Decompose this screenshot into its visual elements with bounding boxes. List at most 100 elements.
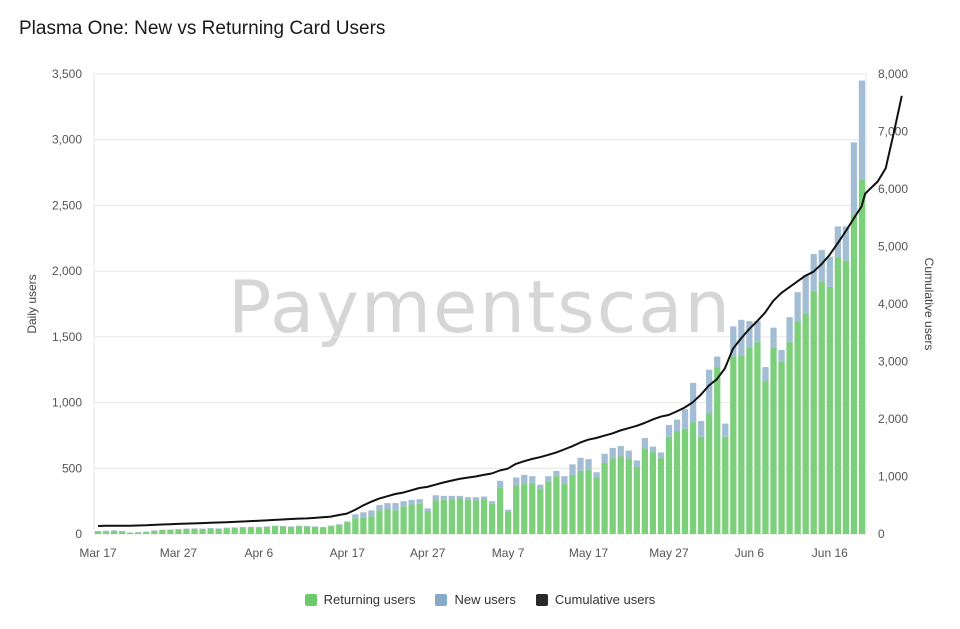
returning-bar (850, 214, 858, 534)
legend-label-cumulative: Cumulative users (554, 592, 656, 607)
new-bar (722, 423, 729, 437)
legend-label-returning: Returning users (323, 592, 416, 607)
new-bar (344, 521, 351, 523)
returning-bar (400, 506, 407, 534)
new-bar (858, 80, 866, 180)
cumulative-swatch-icon (535, 593, 548, 606)
legend-item-new[interactable]: New users (435, 592, 516, 607)
returning-bar (287, 526, 295, 534)
returning-bar (167, 529, 174, 534)
new-bar (730, 326, 737, 357)
returning-bar (810, 290, 817, 534)
new-bar (850, 142, 858, 215)
new-bar (786, 317, 793, 343)
returning-bar (609, 458, 616, 534)
returning-bar (336, 524, 343, 534)
new-bar (794, 292, 801, 322)
new-bar (472, 497, 480, 501)
y-tick-label: 2,500 (52, 198, 82, 212)
returning-bar (770, 347, 777, 534)
returning-bar (199, 529, 206, 534)
returning-bar (416, 503, 423, 534)
y2-tick-label: 4,000 (878, 297, 908, 311)
returning-bar (352, 518, 359, 534)
new-bar (448, 495, 455, 500)
legend-item-cumulative[interactable]: Cumulative users (535, 592, 656, 607)
returning-bar (722, 436, 729, 534)
cumulative-line-series (97, 95, 903, 527)
watermark: Paymentscan (228, 265, 732, 349)
gridlines (93, 73, 867, 535)
returning-bar (239, 527, 246, 534)
chart-title: Plasma One: New vs Returning Card Users (19, 18, 386, 39)
returning-bar (223, 528, 230, 534)
new-bar (826, 256, 833, 287)
x-tick-label: Apr 17 (330, 546, 366, 560)
x-tick-label: Apr 6 (245, 546, 274, 560)
new-bar (762, 367, 769, 382)
returning-bar (738, 355, 745, 534)
returning-bar (295, 526, 303, 534)
returning-bar (625, 458, 632, 534)
returning-bar (456, 498, 464, 534)
new-bar (408, 499, 415, 505)
returning-bar (754, 342, 761, 534)
new-bar (585, 459, 592, 470)
returning-bar (730, 356, 737, 534)
returning-bar (119, 531, 126, 534)
returning-bar (569, 474, 576, 534)
new-bar (336, 524, 343, 525)
returning-bar (818, 281, 825, 534)
returning-bar (826, 286, 833, 534)
returning-bar (681, 428, 689, 534)
returning-bar (505, 511, 512, 534)
returning-bar (143, 532, 150, 534)
new-bar (818, 250, 825, 282)
returning-bar (271, 526, 279, 534)
returning-bar (464, 499, 472, 534)
y-tick-label: 3,000 (52, 133, 82, 147)
y2-tick-label: 8,000 (878, 67, 908, 81)
new-bar (545, 476, 552, 482)
new-bar (665, 424, 673, 437)
legend-item-returning[interactable]: Returning users (304, 592, 416, 607)
new-bar (513, 477, 520, 486)
new-bar (432, 495, 439, 501)
new-bar (352, 514, 359, 519)
y2-tick-label: 6,000 (878, 182, 908, 196)
y-tick-label: 1,000 (52, 396, 82, 410)
new-bar (529, 476, 536, 483)
returning-bar (472, 500, 480, 534)
returning-bar (151, 530, 158, 534)
returning-bar (617, 456, 624, 534)
new-bar (376, 505, 383, 511)
x-tick-label: Apr 27 (410, 546, 446, 560)
returning-bar (408, 504, 415, 534)
new-bar (577, 457, 584, 471)
returning-bar (94, 531, 102, 534)
bar-series (94, 80, 866, 534)
new-bar (424, 508, 431, 511)
y2-tick-label: 5,000 (878, 240, 908, 254)
new-bar (802, 275, 809, 314)
new-bar (593, 472, 600, 478)
new-bar (657, 452, 665, 458)
returning-bar (368, 516, 375, 534)
y2-tick-label: 0 (878, 527, 885, 541)
returning-bar (641, 448, 648, 534)
returning-bar (448, 499, 455, 534)
returning-bar (424, 511, 431, 534)
returning-bar (135, 532, 142, 534)
new-bar (464, 497, 472, 500)
returning-bar (802, 313, 809, 534)
returning-bar (183, 529, 190, 534)
new-bar (617, 445, 624, 457)
returning-bar (127, 532, 134, 534)
returning-bar (488, 503, 496, 534)
new-bar (706, 369, 713, 414)
new-bar (770, 327, 777, 348)
new-bar (488, 501, 496, 504)
y2-axis-title: Cumulative users (922, 258, 936, 351)
y-axis-right: 01,0002,0003,0004,0005,0006,0007,0008,00… (878, 67, 908, 541)
